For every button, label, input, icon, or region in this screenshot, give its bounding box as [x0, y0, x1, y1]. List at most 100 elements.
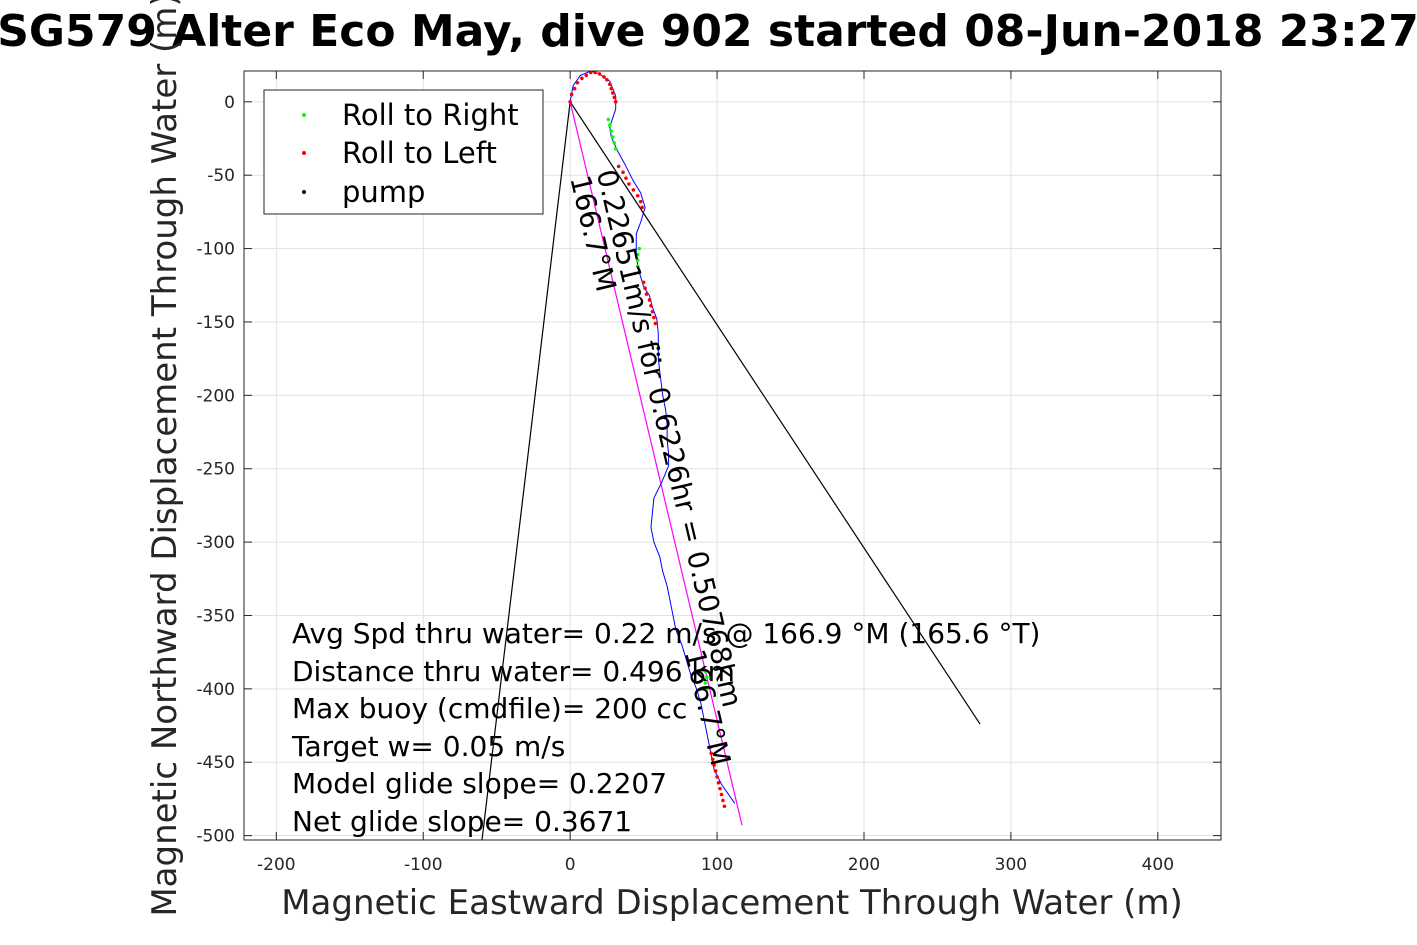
x-tick-label: 300: [995, 855, 1027, 875]
x-tick-label: -200: [257, 855, 296, 875]
y-tick-label: -150: [196, 313, 235, 333]
annotation-avg-speed: Avg Spd thru water= 0.22 m/s @ 166.9 °M …: [292, 617, 1040, 650]
roll-right-point: [704, 687, 709, 691]
roll-left-point: [621, 170, 625, 175]
y-tick-label: -500: [196, 827, 235, 847]
roll-left-point: [644, 292, 649, 296]
y-tick-label: -400: [196, 680, 235, 700]
roll-right-point: [610, 135, 615, 139]
legend-label-roll-left: Roll to Left: [342, 136, 497, 170]
roll-left-point: [575, 80, 580, 85]
roll-left-point: [650, 309, 655, 314]
roll-left-point: [602, 75, 606, 79]
roll-left-point: [641, 280, 646, 285]
roll-left-point: [609, 86, 614, 91]
pump-point: [656, 352, 661, 357]
roll-left-point: [716, 780, 721, 785]
y-tick-label: -50: [207, 166, 235, 186]
x-tick-label: -100: [404, 855, 443, 875]
y-tick-label: -250: [196, 460, 235, 480]
roll-left-point: [568, 100, 572, 104]
roll-right-point: [613, 146, 618, 151]
plot-area: [481, 71, 981, 840]
annotation-distance: Distance thru water= 0.496 km: [292, 655, 735, 688]
roll-right-point: [637, 246, 642, 251]
legend-marker-roll-right: [302, 113, 306, 117]
roll-right-point: [608, 123, 612, 128]
roll-left-point: [653, 321, 658, 326]
roll-left-point: [722, 804, 727, 809]
x-tick-label: 400: [1142, 855, 1174, 875]
axes-box: [243, 70, 1222, 841]
roll-left-point: [718, 786, 722, 791]
legend-box: [263, 89, 544, 215]
chart-title: SG579 Alter Eco May, dive 902 started 08…: [0, 6, 1417, 57]
roll-right-point: [609, 129, 614, 133]
annotations: Avg Spd thru water= 0.22 m/s @ 166.9 °M …: [291, 617, 1040, 838]
roll-left-point: [593, 71, 597, 75]
roll-left-point: [640, 205, 644, 210]
roll-right-point: [606, 117, 611, 122]
grid: [244, 71, 1221, 840]
roll-left-point: [610, 91, 615, 95]
heading-line: [569, 101, 743, 826]
roll-left-point: [580, 76, 584, 81]
roll-left-point: [709, 751, 713, 756]
roll-left-point: [635, 193, 640, 198]
roll-left-point: [712, 763, 716, 767]
y-axis-label: Magnetic Northward Displacement Through …: [145, 0, 185, 917]
roll-left-point: [605, 78, 609, 82]
roll-left-point: [638, 199, 643, 204]
roll-left-point: [649, 304, 653, 308]
y-tick-label: 0: [224, 93, 235, 113]
roll-left-point: [707, 745, 712, 750]
roll-left-point: [616, 164, 621, 169]
annotation-max-buoy: Max buoy (cmdfile)= 200 cc: [292, 692, 687, 725]
x-tick-label: 200: [848, 855, 880, 875]
roll-left-point: [710, 757, 715, 762]
legend-marker-roll-left: [302, 151, 306, 155]
pump-point: [657, 358, 662, 362]
roll-left-point: [652, 315, 656, 320]
roll-left-point: [721, 798, 725, 803]
annotation-model-glide-slope: Model glide slope= 0.2207: [292, 767, 667, 800]
roll-right-point: [635, 258, 640, 263]
y-tick-label: -350: [196, 606, 235, 626]
legend-label-roll-right: Roll to Right: [342, 98, 519, 132]
roll-right-point: [612, 141, 617, 145]
roll-right-point: [703, 681, 708, 685]
annotation-net-glide-slope: Net glide slope= 0.3671: [292, 805, 632, 838]
roll-left-point: [588, 71, 593, 75]
ticks: -200 -100 0 100 200 300 400 0 -50 -100 -150 -200 -25…: [196, 71, 1221, 875]
roll-right-point: [703, 669, 708, 674]
roll-left-point: [647, 298, 652, 302]
roll-left-point: [572, 86, 577, 91]
y-tick-label: -300: [196, 533, 235, 553]
y-tick-label: -450: [196, 753, 235, 773]
roll-left-point: [584, 73, 589, 78]
roll-left-point: [719, 792, 724, 797]
y-tick-label: -100: [196, 240, 235, 260]
legend: Roll to Right Roll to Left pump: [263, 89, 544, 215]
legend-marker-pump: [302, 190, 306, 194]
y-tick-label: -200: [196, 386, 235, 406]
roll-right-point: [635, 252, 640, 257]
x-tick-label: 100: [701, 855, 733, 875]
roll-left-point: [643, 286, 647, 290]
roll-right-point: [704, 675, 709, 679]
x-axis-label: Magnetic Eastward Displacement Through W…: [281, 883, 1183, 923]
annotation-target-w: Target w= 0.05 m/s: [291, 730, 565, 763]
x-tick-label: 0: [565, 855, 576, 875]
roll-left-point: [608, 82, 612, 87]
roll-right-point: [635, 264, 640, 268]
roll-left-point: [613, 100, 618, 104]
legend-label-pump: pump: [342, 175, 425, 209]
roll-left-point: [597, 72, 602, 76]
roll-left-point: [569, 92, 574, 97]
roll-left-point: [631, 188, 636, 192]
roll-left-point: [627, 182, 631, 186]
pump-point: [656, 346, 661, 351]
roll-left-point: [612, 95, 617, 100]
roll-left-point: [715, 775, 719, 779]
